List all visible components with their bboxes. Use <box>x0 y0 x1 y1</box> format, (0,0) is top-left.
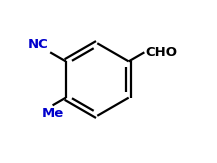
Text: CHO: CHO <box>146 46 178 59</box>
Text: NC: NC <box>28 38 49 51</box>
Text: Me: Me <box>41 107 64 120</box>
